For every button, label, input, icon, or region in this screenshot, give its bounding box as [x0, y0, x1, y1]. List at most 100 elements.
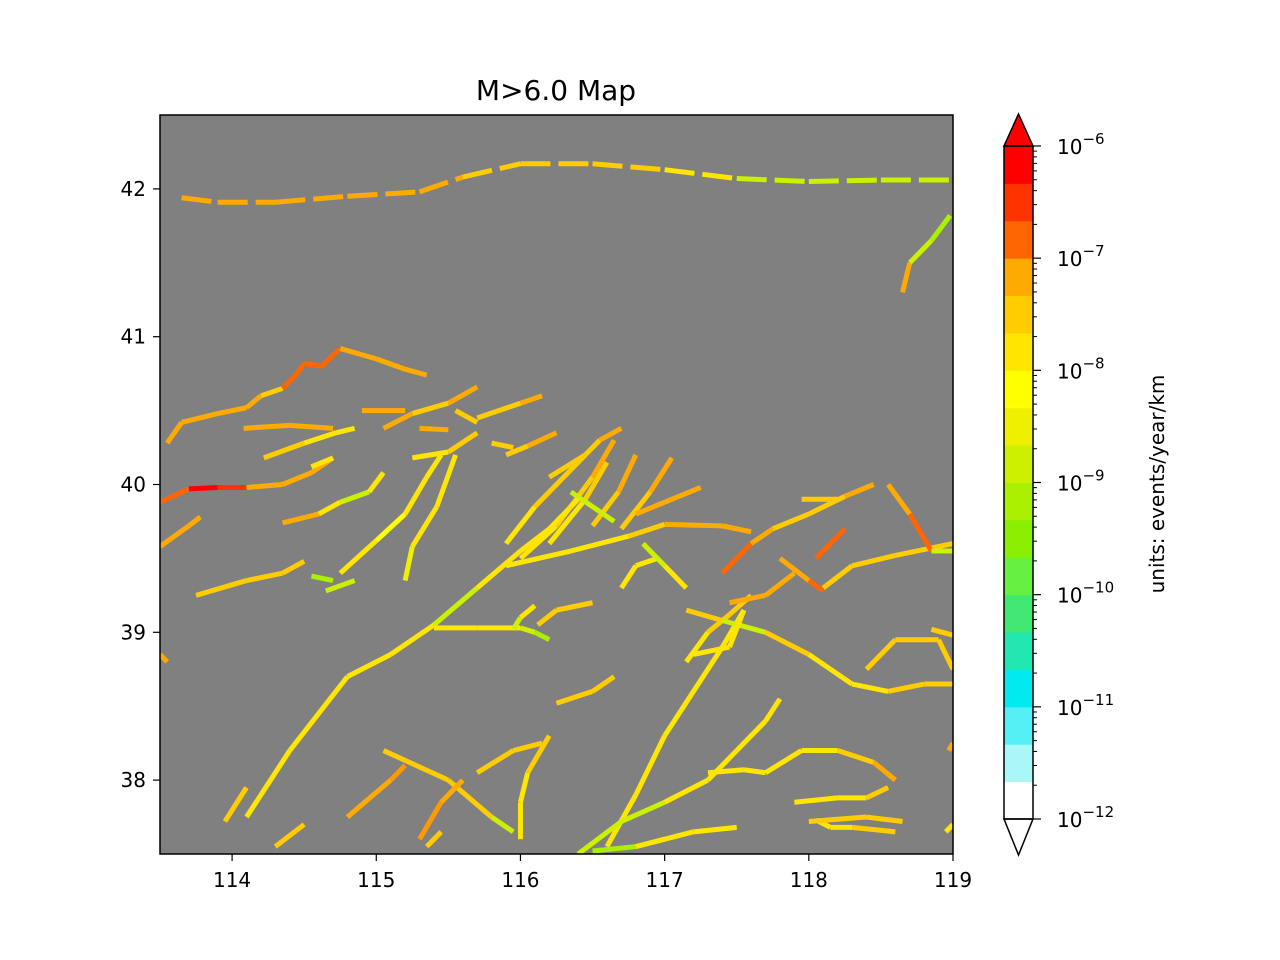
fault-line — [886, 483, 934, 553]
fault-segment — [590, 438, 617, 479]
fault-line — [222, 786, 249, 823]
fault-segment — [160, 486, 190, 505]
colorbar-swatch — [1004, 220, 1033, 259]
fault-line — [808, 814, 903, 824]
fault-segment — [598, 426, 623, 443]
fault-line — [432, 497, 580, 627]
fault-segment — [706, 612, 732, 635]
fault-segment — [462, 161, 522, 180]
fault-segment — [319, 346, 342, 369]
fault-segment — [310, 455, 334, 470]
fault-segment — [303, 430, 337, 446]
fault-line — [165, 346, 428, 445]
fault-segment — [419, 425, 449, 433]
fault-segment — [490, 814, 515, 834]
fault-line — [476, 393, 543, 421]
fault-segment — [743, 767, 766, 776]
fault-segment — [347, 189, 420, 199]
fault-segment — [281, 470, 313, 487]
fault-segment — [691, 645, 725, 693]
fault-segment — [512, 740, 543, 753]
fault-line — [310, 455, 334, 470]
fault-segment — [243, 422, 290, 431]
fault-segment — [894, 541, 953, 558]
fault-line — [576, 697, 783, 854]
fault-line — [619, 456, 674, 531]
fault-segment — [439, 778, 465, 805]
fault-segment — [382, 411, 414, 431]
fault-segment — [511, 616, 523, 631]
x-tick-label: 114 — [213, 868, 251, 892]
fault-segment — [887, 681, 925, 694]
fault-segment — [641, 541, 667, 568]
fault-segment — [417, 801, 444, 841]
fault-line — [619, 556, 659, 590]
fault-line — [692, 609, 747, 657]
fault-segment — [317, 500, 342, 517]
fault-segment — [592, 844, 637, 854]
fault-segment — [886, 483, 912, 516]
fault-segment — [281, 511, 320, 526]
fault-segment — [662, 564, 689, 590]
fault-line — [281, 471, 386, 526]
fault-segment — [411, 449, 449, 461]
fault-segment — [555, 600, 594, 613]
fault-segment — [165, 420, 184, 445]
fault-segment — [547, 497, 580, 531]
fault-segment — [907, 238, 934, 265]
colorbar-label: units: events/year/km — [1145, 375, 1169, 594]
fault-segment — [590, 490, 621, 528]
colorbar-swatch — [1004, 669, 1033, 708]
fault-segment — [591, 674, 616, 694]
colorbar-tick-label: 10−6 — [1057, 130, 1105, 159]
fault-segment — [627, 522, 666, 539]
fault-segment — [634, 556, 659, 569]
fault-line — [382, 384, 479, 431]
fault-segment — [663, 777, 710, 805]
fault-segment — [764, 748, 803, 775]
fault-segment — [338, 538, 378, 576]
fault-line — [310, 573, 334, 584]
fault-segment — [181, 195, 218, 205]
fault-line — [411, 430, 479, 461]
fault-line — [243, 422, 334, 431]
fault-segment — [388, 763, 407, 782]
fault-line — [778, 556, 825, 593]
fault-segment — [734, 719, 768, 753]
fault-segment — [294, 361, 307, 376]
fault-line — [685, 607, 889, 694]
fault-segment — [339, 346, 377, 362]
fault-line — [505, 521, 752, 569]
fault-segment — [900, 262, 913, 293]
fault-segment — [375, 356, 406, 372]
fault-segment — [684, 630, 710, 664]
fault-line — [324, 578, 356, 594]
fault-segment — [410, 505, 439, 548]
fault-segment — [807, 494, 846, 517]
fault-segment — [936, 638, 953, 671]
fault-segment — [569, 489, 616, 524]
fault-segment — [929, 214, 953, 243]
y-tick-label: 38 — [121, 768, 146, 792]
colorbar-swatch — [1004, 445, 1033, 483]
fault-line — [635, 824, 737, 850]
fault-segment — [389, 622, 436, 657]
fault-segment — [303, 360, 322, 369]
fault-segment — [505, 548, 572, 569]
fault-segment — [187, 515, 202, 528]
fault-segment — [411, 400, 450, 416]
fault-segment — [275, 193, 348, 205]
colorbar-tick-label: 10−10 — [1057, 579, 1114, 608]
fault-line — [944, 822, 953, 834]
colorbar-swatch — [1004, 781, 1033, 820]
fault-segment — [851, 824, 896, 835]
chart-title: M>6.0 Map — [476, 74, 636, 107]
fault-line — [160, 515, 202, 549]
fault-line — [505, 430, 558, 458]
colorbar-swatch — [1004, 407, 1033, 446]
fault-segment — [547, 497, 588, 546]
fault-line — [930, 626, 953, 638]
fault-segment — [635, 829, 695, 850]
fault-segment — [763, 697, 783, 723]
fault-segment — [808, 814, 867, 824]
